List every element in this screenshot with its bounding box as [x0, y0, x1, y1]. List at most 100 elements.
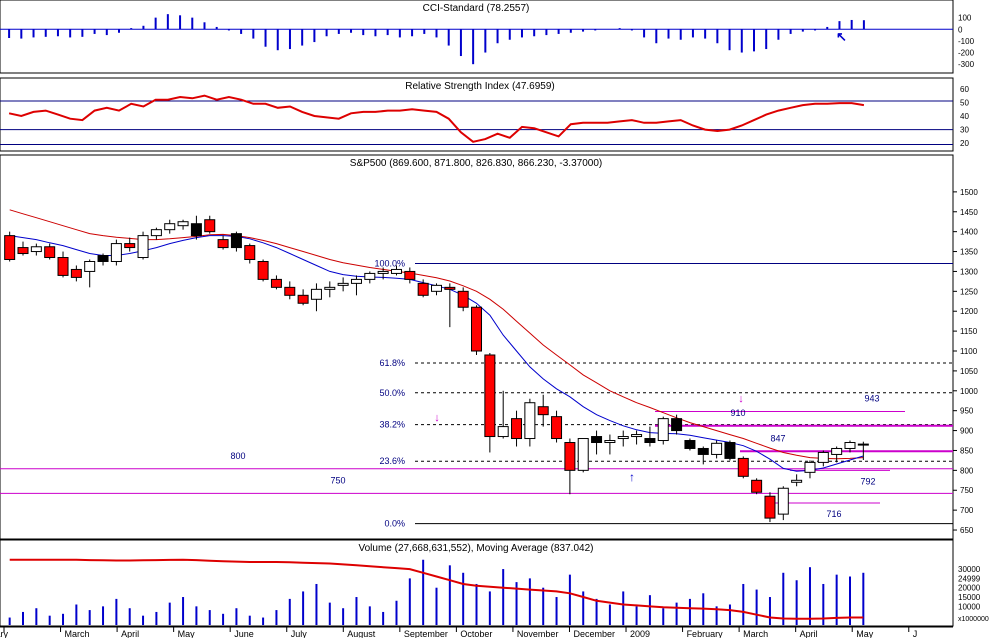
candle-body: [497, 426, 509, 438]
candle-body: [164, 223, 176, 231]
candle-body: [724, 442, 736, 459]
x-axis-label: April: [800, 629, 818, 638]
x-axis-label: May: [178, 629, 196, 638]
candle-body: [4, 235, 16, 261]
candle-body: [551, 416, 563, 440]
candle-body: [804, 461, 816, 473]
price-level-label: 716: [826, 509, 841, 519]
candle-body: [857, 443, 869, 446]
candle-body: [484, 354, 496, 438]
candle-body: [404, 270, 416, 280]
cci-title: CCI-Standard (78.2557): [423, 3, 530, 14]
price-tick-label: 1050: [960, 367, 978, 376]
candle-body: [711, 442, 723, 455]
x-axis-label: July: [291, 629, 308, 638]
volume-moving-average: [9, 558, 864, 620]
x-axis-label: October: [460, 629, 492, 638]
moving-average-slow: [9, 209, 864, 460]
candle-body: [310, 288, 322, 300]
x-axis-label: 2009: [630, 629, 650, 638]
price-tick-label: 1100: [960, 347, 978, 356]
candle-body: [204, 219, 216, 233]
x-axis-label: December: [573, 629, 615, 638]
cci-tick-label: 100: [958, 14, 972, 23]
volume-title: Volume (27,668,631,552), Moving Average …: [359, 543, 594, 554]
rsi-line: [8, 94, 865, 143]
price-level-label: 38.2%: [379, 420, 405, 430]
up-arrow-november: ↑: [629, 470, 635, 484]
x-axis-label: J: [913, 629, 918, 638]
candle-body: [511, 418, 523, 440]
price-tick-label: 1200: [960, 307, 978, 316]
candle-body: [444, 286, 456, 290]
rsi-tick-label: 60: [960, 85, 969, 94]
volume-panel: Volume (27,668,631,552), Moving Average …: [0, 539, 989, 627]
price-tick-label: 950: [960, 407, 974, 416]
price-level-label: 50.0%: [379, 388, 405, 398]
x-axis-label: September: [404, 629, 448, 638]
down-arrow-september: ↓: [434, 412, 440, 424]
price-tick-label: 1300: [960, 267, 978, 276]
candle-body: [110, 243, 122, 262]
rsi-title: Relative Strength Index (47.6959): [405, 81, 555, 92]
price-tick-label: 700: [960, 506, 974, 515]
candle-body: [577, 438, 589, 471]
candle-body: [297, 294, 309, 304]
volume-tick-label: 24999: [958, 574, 981, 583]
candle-body: [844, 442, 856, 449]
cci-tick-label: -100: [958, 37, 975, 46]
candle-body: [737, 457, 749, 477]
candle-body: [591, 436, 603, 444]
candle-body: [57, 257, 69, 276]
x-axis: February March April May June July August Septe…: [0, 626, 953, 638]
price-tick-label: 1500: [960, 188, 978, 197]
cci-tick-label: -200: [958, 49, 975, 58]
candle-body: [524, 402, 536, 440]
price-level-label: 792: [860, 476, 875, 486]
cci-arrow-annotation: ↖: [836, 29, 847, 44]
down-arrow-january: ↓: [738, 393, 744, 405]
price-tick-label: 1450: [960, 208, 978, 217]
price-tick-label: 1250: [960, 287, 978, 296]
candle-body: [764, 495, 776, 519]
cci-tick-label: -300: [958, 60, 975, 69]
volume-tick-label: 10000: [958, 602, 981, 611]
price-level-label: 23.6%: [379, 456, 405, 466]
x-axis-label: August: [347, 629, 376, 638]
candle-body: [284, 286, 296, 296]
candle-body: [777, 487, 789, 515]
candle-body: [831, 447, 843, 455]
price-tick-label: 1350: [960, 248, 978, 257]
candle-body: [124, 243, 136, 249]
volume-scale-label: x1000000: [958, 616, 989, 623]
candle-body: [697, 447, 709, 455]
price-tick-label: 850: [960, 446, 974, 455]
price-tick-label: 1400: [960, 228, 978, 237]
candle-body: [257, 260, 269, 280]
volume-tick-label: 20000: [958, 584, 981, 593]
price-level-label: 910: [730, 408, 745, 418]
candle-body: [244, 245, 256, 261]
price-level-label: 750: [330, 475, 345, 485]
price-level-label: 100.0%: [374, 258, 405, 268]
candle-body: [270, 278, 282, 288]
rsi-tick-label: 50: [960, 98, 969, 107]
candle-body: [17, 247, 29, 255]
candle-body: [417, 282, 429, 296]
x-axis-label: March: [65, 629, 90, 638]
candle-body: [350, 278, 362, 284]
volume-tick-label: 30000: [958, 565, 981, 574]
volume-tick-label: 15000: [958, 593, 981, 602]
candle-body: [644, 438, 656, 444]
candle-body: [364, 272, 376, 280]
price-tick-label: 750: [960, 486, 974, 495]
candle-body: [44, 246, 56, 259]
x-axis-label: March: [743, 629, 768, 638]
candle-body: [751, 479, 763, 493]
price-tick-label: 1150: [960, 327, 978, 336]
candle-body: [617, 436, 629, 440]
candle-body: [817, 451, 829, 463]
candle-body: [390, 268, 402, 274]
price-level-label: 61.8%: [379, 358, 405, 368]
